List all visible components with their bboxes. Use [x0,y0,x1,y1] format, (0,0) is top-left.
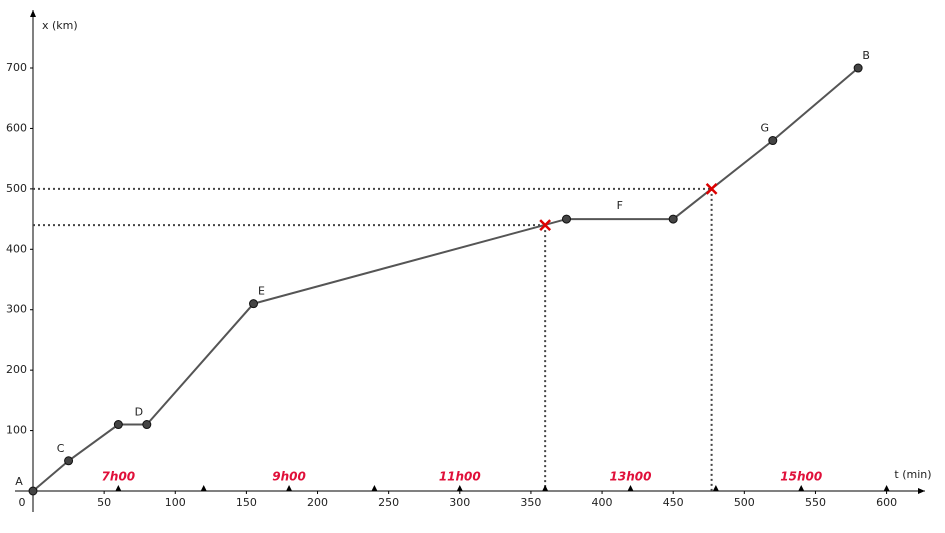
point-label: E [258,285,265,298]
point [249,299,259,309]
y-arrow [30,10,36,17]
point-label: C [57,442,65,455]
x-tick-label: 150 [236,496,257,509]
x-tick-label: 50 [97,496,111,509]
point-label: B [862,49,870,62]
y-tick-label: 600 [6,121,27,134]
x-tick-label: 250 [378,496,399,509]
point [142,420,152,430]
time-marker [627,485,634,491]
time-annotation: 9h00 [272,470,306,484]
time-marker [115,485,122,491]
x-tick-label: 500 [734,496,755,509]
x-axis-label: t (min) [894,468,931,481]
point [64,456,74,466]
point [668,214,678,224]
point [853,63,863,73]
cross [539,219,552,232]
time-annotation: 7h00 [102,470,136,484]
time-annotation: 15h00 [780,470,822,484]
cross [705,182,718,195]
time-marker [883,485,890,491]
time-marker [371,485,378,491]
time-marker [286,485,293,491]
time-annotation: 11h00 [439,470,481,484]
segment-label: F [617,199,623,212]
y-tick-label: 100 [6,424,27,437]
point [113,420,123,430]
time-marker [798,485,805,491]
x-tick-label: 300 [449,496,470,509]
y-tick-label: 200 [6,363,27,376]
point [768,136,778,146]
x-tick-label: 600 [876,496,897,509]
time-marker [712,485,719,491]
line [32,67,859,492]
x-tick-label: 450 [663,496,684,509]
y-tick-label: 500 [6,182,27,195]
point-label: D [135,406,143,419]
y-tick-label: 400 [6,242,27,255]
x-tick-label: 100 [165,496,186,509]
x-arrow [918,488,925,494]
x-tick-label: 400 [592,496,613,509]
point [561,214,571,224]
time-marker [542,485,549,491]
x-tick-label: 550 [805,496,826,509]
y-tick-label: 700 [6,61,27,74]
y-tick-label: 300 [6,303,27,316]
point-label: A [15,475,23,488]
point [28,486,38,496]
time-annotation: 13h00 [610,470,652,484]
x-tick-label: 350 [520,496,541,509]
x-tick-label: 0 [19,496,26,509]
time-marker [200,485,207,491]
time-marker [456,485,463,491]
point-label: G [761,122,770,135]
x-tick-label: 200 [307,496,328,509]
y-axis-label: x (km) [42,19,78,32]
